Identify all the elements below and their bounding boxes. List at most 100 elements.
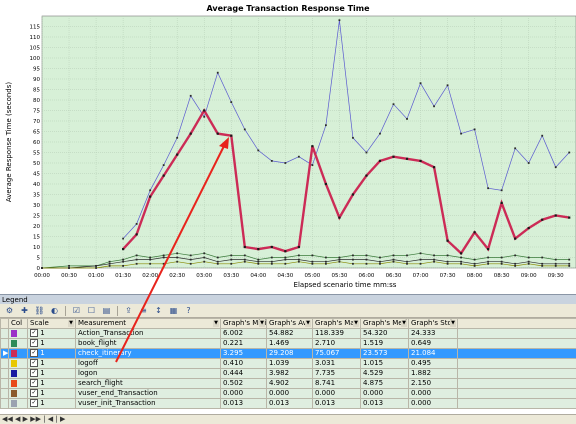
legend-row[interactable]: ✓ 1 vuser_end_Transaction 0.000 0.000 0.000 0… xyxy=(0,388,576,399)
col-header-std[interactable]: Graph's Std. ▼ xyxy=(408,318,458,329)
add-measurement-icon[interactable]: ✚ xyxy=(21,305,28,315)
y-tick-label: 5 xyxy=(37,256,41,262)
table-icon[interactable]: ▦ xyxy=(169,305,178,315)
std-cell: 1.882 xyxy=(408,368,458,379)
data-point xyxy=(446,260,449,263)
avg-cell-text: 0.013 xyxy=(269,399,290,408)
data-point xyxy=(365,254,368,257)
color-swatch-box[interactable] xyxy=(11,369,17,377)
col-header-avg[interactable]: Graph's Ave ▼ xyxy=(266,318,313,329)
visibility-checkbox[interactable]: ✓ xyxy=(30,349,38,357)
data-point xyxy=(243,128,246,131)
legend-row[interactable]: ✓ 1 logoff 0.410 1.039 3.031 1.015 0.495 xyxy=(0,358,576,369)
visibility-checkbox[interactable]: ✓ xyxy=(30,339,38,347)
scale-cell-text: 1 xyxy=(40,369,45,378)
visibility-checkbox[interactable]: ✓ xyxy=(30,359,38,367)
avg-cell-text: 54.882 xyxy=(269,329,294,338)
legend-row[interactable]: ✓ 1 search_flight 0.502 4.902 8.741 4.875 2.15… xyxy=(0,378,576,389)
col-header-min[interactable]: Graph's Mini ▼ xyxy=(220,318,267,329)
data-point xyxy=(149,189,152,192)
dropdown-icon[interactable]: ▼ xyxy=(259,320,265,327)
data-point xyxy=(392,260,395,263)
color-swatch-box[interactable] xyxy=(11,399,17,407)
color-swatch[interactable] xyxy=(8,348,28,359)
data-point xyxy=(352,262,354,265)
sort-icon[interactable]: ↕ xyxy=(155,305,162,315)
visibility-checkbox[interactable]: ✓ xyxy=(30,329,38,337)
data-point xyxy=(122,260,125,263)
col-header-scale[interactable]: Scale ▼ xyxy=(27,318,76,329)
max-cell-text: 0.000 xyxy=(315,389,336,398)
data-point xyxy=(311,254,314,257)
avg-cell: 1.469 xyxy=(266,338,313,349)
color-swatch-box[interactable] xyxy=(11,359,17,367)
color-swatch-box[interactable] xyxy=(11,349,17,357)
visibility-checkbox[interactable]: ✓ xyxy=(30,389,38,397)
y-tick-label: 40 xyxy=(33,182,40,188)
help-icon[interactable]: ? xyxy=(186,305,191,315)
x-tick-label: 00:30 xyxy=(61,273,77,279)
y-tick-label: 50 xyxy=(33,161,40,167)
visibility-checkbox[interactable]: ✓ xyxy=(30,369,38,377)
data-point xyxy=(311,164,314,166)
navigation-bar[interactable]: ◀◀ ◀ ▶ ▶▶ | ◀ | ▶ xyxy=(0,414,576,424)
max-cell: 7.735 xyxy=(312,368,361,379)
col-header-max[interactable]: Graph's Max ▼ xyxy=(312,318,361,329)
visibility-checkbox[interactable]: ✓ xyxy=(30,379,38,387)
dropdown-icon[interactable]: ▼ xyxy=(401,320,407,327)
color-swatch-box[interactable] xyxy=(11,329,17,337)
color-swatch-box[interactable] xyxy=(11,339,17,347)
x-tick-label: 04:00 xyxy=(250,273,266,279)
data-point xyxy=(189,254,192,257)
data-point xyxy=(338,258,341,261)
y-tick-label: 25 xyxy=(33,214,40,220)
row-selector xyxy=(0,378,9,389)
properties-icon[interactable]: ▤ xyxy=(102,305,111,315)
data-point xyxy=(162,262,165,265)
y-tick-label: 30 xyxy=(33,203,40,209)
col-header-col[interactable]: Col xyxy=(8,318,28,329)
y-tick-label: 45 xyxy=(33,172,40,178)
legend-row[interactable]: ✓ 1 vuser_init_Transaction 0.013 0.013 0.013… xyxy=(0,398,576,409)
x-tick-label: 09:30 xyxy=(548,273,564,279)
data-point xyxy=(459,252,463,255)
color-swatch[interactable] xyxy=(8,358,28,369)
data-point xyxy=(514,254,517,257)
col-header-measurement[interactable]: Measurement ▼ xyxy=(75,318,221,329)
color-icon[interactable]: ◐ xyxy=(51,305,58,315)
data-point xyxy=(297,155,300,158)
y-tick-label: 55 xyxy=(33,151,40,157)
dropdown-icon[interactable]: ▼ xyxy=(213,320,219,327)
hide-all-icon[interactable]: ☐ xyxy=(87,305,96,315)
color-swatch[interactable] xyxy=(8,378,28,389)
color-swatch[interactable] xyxy=(8,398,28,409)
dropdown-icon[interactable]: ▼ xyxy=(353,320,359,327)
filter-icon[interactable]: ⚙ xyxy=(5,305,14,315)
color-swatch[interactable] xyxy=(8,368,28,379)
config-icon[interactable]: ≡ xyxy=(140,305,147,315)
legend-row[interactable]: ✓ 1 logon 0.444 3.982 7.735 4.529 1.882 xyxy=(0,368,576,379)
legend-row[interactable]: ✓ 1 Action_Transaction 6.002 54.882 118.339 5… xyxy=(0,328,576,339)
legend-row[interactable]: ▶ ✓ 1 check_itinerary 3.295 29.208 75.067 23.5… xyxy=(0,348,576,359)
legend-row[interactable]: ✓ 1 book_flight 0.221 1.469 2.710 1.519 0.649 xyxy=(0,338,576,349)
show-all-icon[interactable]: ☑ xyxy=(72,305,81,315)
color-swatch-box[interactable] xyxy=(11,389,17,397)
dropdown-icon[interactable]: ▼ xyxy=(305,320,311,327)
data-point xyxy=(541,134,544,137)
y-tick-label: 85 xyxy=(33,88,40,94)
data-point xyxy=(568,151,571,154)
color-swatch-box[interactable] xyxy=(11,379,17,387)
min-cell-text: 0.444 xyxy=(223,369,244,378)
data-point xyxy=(487,260,490,263)
link-icon[interactable]: ⛓ xyxy=(34,305,45,315)
visibility-checkbox[interactable]: ✓ xyxy=(30,399,38,407)
color-swatch[interactable] xyxy=(8,338,28,349)
col-header-med[interactable]: Graph's Med ▼ xyxy=(360,318,409,329)
y-tick-label: 35 xyxy=(33,193,40,199)
avg-cell: 54.882 xyxy=(266,328,313,339)
dropdown-icon[interactable]: ▼ xyxy=(450,320,456,327)
dropdown-icon[interactable]: ▼ xyxy=(68,320,74,327)
color-swatch[interactable] xyxy=(8,328,28,339)
color-swatch[interactable] xyxy=(8,388,28,399)
export-icon[interactable]: ⇪ xyxy=(125,305,132,315)
